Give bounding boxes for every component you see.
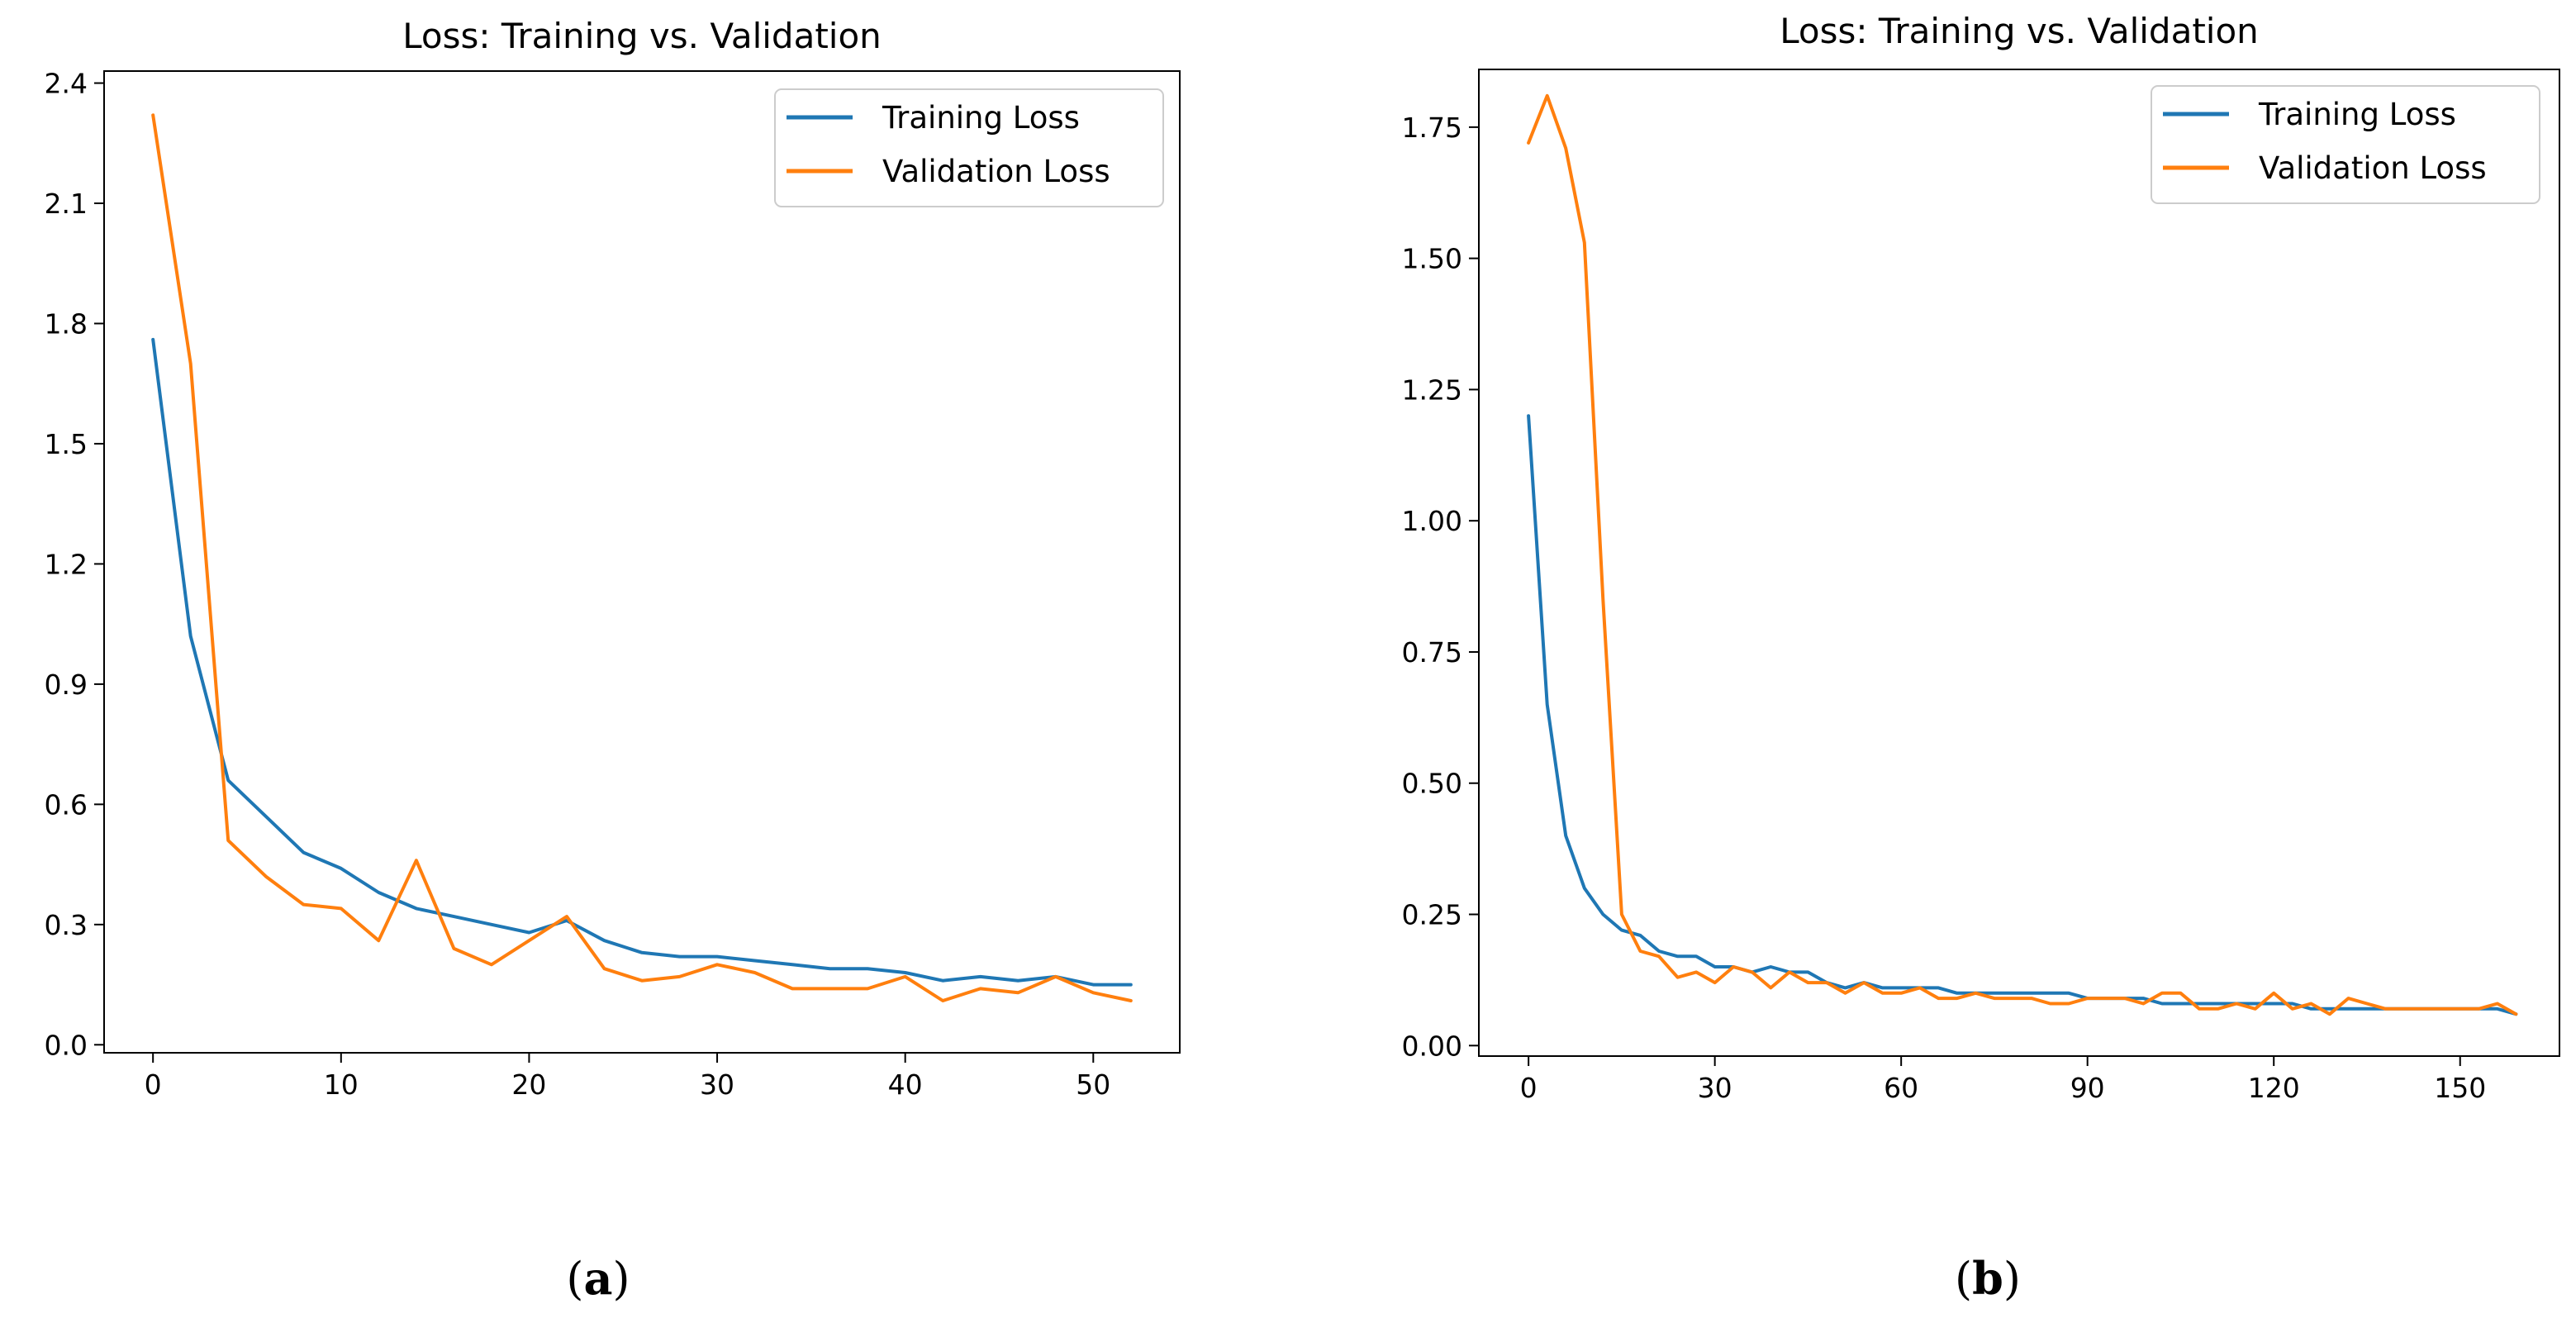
x-tick-label: 20 bbox=[511, 1068, 546, 1101]
y-tick-label: 2.4 bbox=[45, 68, 88, 100]
x-tick-label: 0 bbox=[145, 1068, 162, 1101]
panel-label-a: (a) bbox=[566, 1252, 630, 1305]
y-tick-label: 1.75 bbox=[1402, 112, 1462, 144]
chart-a: Loss: Training vs. Validation 0 10 20 30 40 50… bbox=[45, 16, 1181, 1101]
y-tick-label: 0.6 bbox=[45, 788, 88, 821]
x-tick-label: 150 bbox=[2434, 1072, 2486, 1104]
y-tick-label: 1.50 bbox=[1402, 243, 1462, 275]
x-tick-label: 120 bbox=[2248, 1072, 2300, 1104]
y-tick-label: 0.25 bbox=[1402, 899, 1462, 931]
x-tick-label: 60 bbox=[1884, 1072, 1918, 1104]
x-tick-label: 30 bbox=[1698, 1072, 1732, 1104]
panel-label-b: (b) bbox=[1955, 1252, 2021, 1305]
x-tick-label: 40 bbox=[888, 1068, 923, 1101]
y-tick-label: 0.9 bbox=[45, 669, 88, 701]
y-tick-label: 1.8 bbox=[45, 307, 88, 340]
legend: Training Loss Validation Loss bbox=[774, 88, 1164, 207]
x-tick-label: 30 bbox=[700, 1068, 734, 1101]
plot-frame bbox=[1478, 69, 2560, 1057]
y-tick-label: 0.75 bbox=[1402, 636, 1462, 669]
legend-box bbox=[774, 88, 1164, 207]
legend: Training Loss Validation Loss bbox=[2151, 85, 2540, 204]
y-tick-label: 1.25 bbox=[1402, 374, 1462, 406]
series-line-validation-loss bbox=[151, 113, 1133, 1002]
chart-title: Loss: Training vs. Validation bbox=[1780, 11, 2259, 51]
plot-frame bbox=[103, 70, 1181, 1054]
chart-b: Loss: Training vs. Validation 0 30 60 90 120 1… bbox=[1402, 11, 2560, 1104]
chart-title: Loss: Training vs. Validation bbox=[402, 16, 882, 56]
y-tick-label: 1.5 bbox=[45, 428, 88, 460]
y-tick-label: 1.00 bbox=[1402, 505, 1462, 537]
y-tick-label: 0.00 bbox=[1402, 1030, 1462, 1062]
y-tick-label: 2.1 bbox=[45, 188, 88, 220]
x-tick-label: 50 bbox=[1076, 1068, 1110, 1101]
legend-box bbox=[2151, 85, 2540, 204]
series-line-training-loss bbox=[1527, 414, 2518, 1016]
legend-label: Validation Loss bbox=[2259, 150, 2487, 186]
series-line-training-loss bbox=[151, 337, 1133, 987]
legend-label: Validation Loss bbox=[882, 154, 1110, 189]
series-line-validation-loss bbox=[1527, 93, 2518, 1016]
y-tick-label: 0.0 bbox=[45, 1029, 88, 1061]
y-tick-label: 1.2 bbox=[45, 548, 88, 580]
y-tick-label: 0.50 bbox=[1402, 768, 1462, 800]
y-tick-label: 0.3 bbox=[45, 909, 88, 941]
x-tick-label: 90 bbox=[2070, 1072, 2105, 1104]
x-tick-label: 0 bbox=[1520, 1072, 1538, 1104]
legend-label: Training Loss bbox=[2258, 97, 2456, 132]
x-tick-label: 10 bbox=[324, 1068, 359, 1101]
legend-label: Training Loss bbox=[882, 100, 1080, 136]
